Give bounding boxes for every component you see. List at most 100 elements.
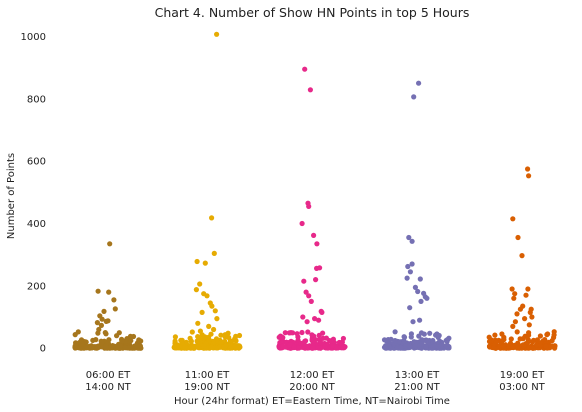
data-point — [208, 344, 214, 350]
data-point — [232, 343, 238, 349]
data-point — [202, 260, 208, 266]
data-point — [427, 330, 433, 336]
data-point — [228, 338, 234, 344]
data-point — [201, 335, 207, 341]
data-point — [197, 281, 203, 287]
data-point — [291, 344, 297, 351]
data-point — [314, 241, 320, 247]
data-point — [99, 340, 105, 346]
x-tick-label: 13:00 ET — [395, 370, 440, 381]
data-point — [294, 331, 300, 337]
data-point — [305, 329, 311, 335]
data-point — [330, 343, 336, 349]
data-point — [499, 331, 505, 337]
data-point — [525, 286, 531, 292]
data-point — [392, 329, 398, 335]
data-point — [214, 316, 220, 322]
data-point — [313, 277, 319, 283]
data-point — [340, 335, 346, 342]
data-point — [534, 342, 540, 348]
data-point — [508, 336, 514, 342]
data-point — [195, 320, 201, 326]
data-point — [491, 345, 497, 351]
data-point — [306, 203, 312, 209]
data-point — [401, 338, 407, 344]
data-point — [433, 332, 439, 338]
x-tick-label: 03:00 NT — [499, 382, 545, 393]
data-point — [132, 343, 138, 349]
y-tick-label: 1000 — [21, 32, 46, 43]
data-point — [309, 332, 315, 338]
data-point — [537, 333, 544, 339]
data-point — [486, 334, 492, 340]
data-point — [492, 332, 498, 338]
data-point — [199, 309, 205, 315]
data-point — [83, 344, 89, 350]
data-point — [201, 343, 207, 349]
x-axis-label: Hour (24hr format) ET=Eastern Time, NT=N… — [174, 396, 450, 407]
data-point — [137, 343, 143, 349]
data-point — [510, 344, 516, 350]
data-point — [282, 330, 288, 336]
data-point — [383, 345, 389, 351]
data-point — [317, 339, 323, 345]
data-point — [515, 234, 521, 241]
data-point — [512, 319, 519, 325]
data-point — [123, 345, 129, 351]
data-point — [409, 261, 415, 267]
data-point — [188, 338, 194, 344]
data-point — [211, 326, 217, 333]
data-point — [78, 337, 85, 343]
data-point — [214, 31, 220, 37]
data-point — [209, 215, 215, 221]
data-point — [93, 337, 99, 343]
x-tick-label: 19:00 NT — [184, 382, 230, 393]
data-point — [421, 331, 427, 337]
data-point — [514, 311, 520, 317]
data-point — [317, 345, 324, 351]
data-point — [211, 250, 217, 256]
data-point — [296, 345, 302, 351]
data-point — [197, 328, 203, 334]
data-point — [225, 330, 231, 336]
x-tick-label: 12:00 ET — [290, 370, 335, 381]
data-point — [521, 343, 527, 349]
y-tick-label: 800 — [27, 94, 46, 105]
y-tick-label: 0 — [40, 344, 46, 355]
data-point — [299, 220, 305, 227]
data-point — [509, 286, 515, 292]
x-tick-label: 19:00 ET — [500, 370, 545, 381]
data-point — [398, 345, 404, 351]
data-point — [406, 234, 412, 241]
data-point — [423, 344, 429, 350]
data-point — [98, 322, 104, 328]
data-point — [407, 305, 413, 311]
data-point — [522, 316, 528, 322]
data-point — [276, 334, 282, 340]
data-point — [311, 232, 317, 238]
data-point — [79, 341, 85, 347]
data-point — [403, 343, 409, 350]
data-point — [127, 333, 134, 339]
data-point — [136, 337, 142, 343]
data-point — [438, 343, 444, 349]
data-point — [112, 306, 118, 312]
data-point — [287, 342, 293, 348]
data-point — [115, 345, 121, 351]
data-point — [300, 314, 306, 320]
data-point — [288, 330, 294, 336]
data-point — [72, 344, 79, 350]
data-point — [206, 323, 212, 329]
data-point — [114, 333, 120, 339]
data-point — [194, 258, 200, 265]
data-point — [218, 339, 224, 345]
data-point — [424, 295, 430, 301]
data-point — [303, 289, 309, 295]
data-point — [411, 94, 417, 100]
data-points — [72, 31, 558, 351]
y-axis-label: Number of Points — [6, 153, 17, 239]
chart-title: Chart 4. Number of Show HN Points in top… — [155, 5, 470, 20]
data-point — [525, 166, 531, 172]
